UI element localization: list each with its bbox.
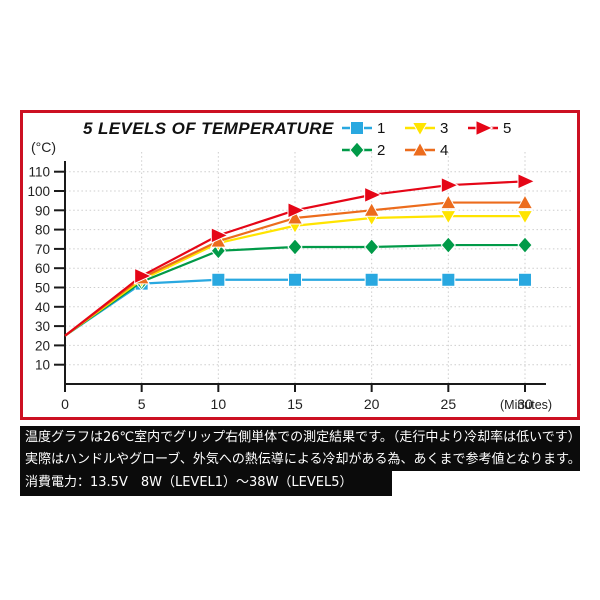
- svg-text:60: 60: [35, 261, 50, 276]
- svg-text:40: 40: [35, 300, 50, 315]
- svg-text:20: 20: [35, 338, 50, 353]
- legend-label-level3: 3: [440, 119, 449, 137]
- power-consumption-text: 消費電力：13.5V 8W（LEVEL1）～38W（LEVEL5）: [25, 475, 353, 490]
- chart-plot-area: 10 20 30 40 50 60 70 80 90 100 110 0 5 10 15 20 25 30: [27, 152, 571, 412]
- svg-text:10: 10: [35, 358, 50, 373]
- legend-label-level2: 2: [377, 141, 386, 159]
- legend-label-level4: 4: [440, 141, 449, 159]
- legend-label-level1: 1: [377, 119, 386, 137]
- svg-text:10: 10: [211, 396, 227, 412]
- svg-text:110: 110: [28, 165, 50, 180]
- level4-triangle-up-marker-icon: [405, 141, 435, 157]
- svg-text:25: 25: [441, 396, 457, 412]
- legend-item-level1: 1: [341, 117, 404, 139]
- svg-text:5: 5: [138, 396, 146, 412]
- footer-note-line2: 実際はハンドルやグローブ、外気への熱伝導による冷却がある為、あくまで参考値となり…: [25, 452, 581, 467]
- level1-square-marker-icon: [342, 121, 372, 135]
- svg-text:70: 70: [35, 242, 50, 257]
- footer-note-line1: 温度グラフは26℃室内でグリップ右側単体での測定結果です。（走行中より冷却率は低…: [25, 430, 581, 445]
- svg-text:30: 30: [35, 319, 50, 334]
- svg-text:80: 80: [35, 223, 50, 238]
- svg-text:50: 50: [35, 281, 50, 296]
- chart-legend: 1 3 5 2 4: [341, 117, 530, 161]
- level2-diamond-marker-icon: [342, 141, 372, 159]
- power-consumption-bar: 消費電力：13.5V 8W（LEVEL1）～38W（LEVEL5）: [20, 471, 392, 496]
- svg-text:20: 20: [364, 396, 380, 412]
- legend-item-level2: 2: [341, 139, 404, 161]
- chart-title: 5 LEVELS OF TEMPERATURE: [83, 119, 334, 138]
- svg-text:90: 90: [35, 203, 50, 218]
- svg-text:100: 100: [27, 184, 50, 199]
- x-axis-unit-label: (Minutes): [500, 398, 553, 412]
- legend-item-level4: 4: [404, 139, 467, 161]
- level5-arrow-right-marker-icon: [468, 119, 498, 137]
- legend-item-level3: 3: [404, 117, 467, 139]
- temperature-chart-panel: 10 20 30 40 50 60 70 80 90 100 110 0 5 10 15 20 25 30 5 L…: [20, 110, 580, 420]
- svg-text:30: 30: [517, 396, 533, 412]
- svg-text:15: 15: [287, 396, 303, 412]
- level3-triangle-down-marker-icon: [405, 122, 435, 137]
- footer-note-bar: 温度グラフは26℃室内でグリップ右側単体での測定結果です。（走行中より冷却率は低…: [20, 426, 581, 471]
- svg-text:0: 0: [61, 396, 69, 412]
- legend-label-level5: 5: [503, 119, 512, 137]
- legend-item-level5: 5: [467, 117, 530, 139]
- y-axis-unit-label: (°C): [31, 139, 57, 155]
